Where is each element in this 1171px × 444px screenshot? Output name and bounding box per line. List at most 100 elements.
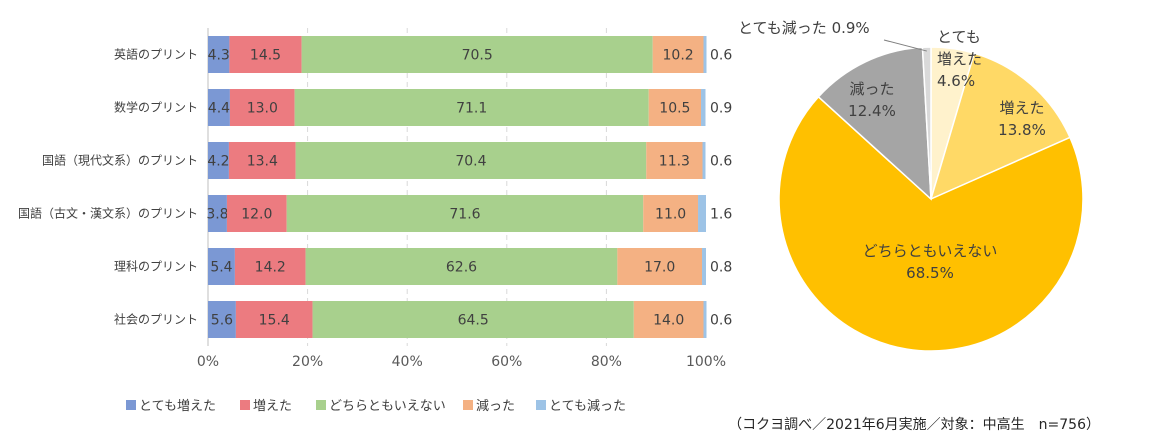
data-label: 15.4	[259, 313, 290, 329]
bar-legend: とても増えた 増えた どちらともいえない 減った とても減った	[126, 398, 626, 414]
bar-segment	[312, 301, 634, 338]
bar-segment	[208, 195, 227, 232]
x-tick-label: 60%	[491, 354, 522, 370]
pie-label: 13.8%	[998, 121, 1046, 139]
legend-label: とても増えた	[139, 399, 216, 414]
legend-swatch	[240, 400, 250, 410]
bar-segment	[229, 36, 302, 73]
data-label: 12.0	[241, 207, 272, 223]
data-label: 0.8	[710, 260, 732, 276]
data-label: 0.6	[710, 154, 732, 170]
bar-segment	[235, 301, 313, 338]
bar-segment	[226, 195, 287, 232]
pie-label: 12.4%	[848, 102, 896, 120]
pie-label: とても	[937, 28, 981, 46]
data-label: 10.2	[663, 48, 694, 64]
pie-slice	[778, 95, 1084, 352]
data-label: 10.5	[659, 101, 690, 117]
data-label: 13.0	[247, 101, 278, 117]
data-label: 70.5	[462, 48, 493, 64]
category-label: 社会のプリント	[114, 312, 198, 327]
x-tick-label: 40%	[392, 354, 423, 370]
bar-segment	[617, 248, 703, 285]
bar-segment	[702, 248, 706, 285]
data-label: 4.3	[208, 48, 230, 64]
legend-swatch	[316, 400, 326, 410]
bar-segment	[648, 89, 702, 126]
x-tick-label: 0%	[197, 354, 219, 370]
bar-segment	[234, 248, 306, 285]
category-label: 国語（古文・漢文系）のプリント	[18, 206, 198, 221]
x-tick-label: 100%	[686, 354, 726, 370]
category-label: 数学のプリント	[114, 100, 198, 115]
data-label: 1.6	[710, 207, 732, 223]
bar-segment	[703, 36, 707, 73]
pie-label: とても減った 0.9%	[738, 19, 870, 37]
data-label: 14.0	[653, 313, 684, 329]
pie-slice	[929, 52, 1071, 201]
bar-segment	[652, 36, 704, 73]
data-label: 11.0	[655, 207, 686, 223]
bar-segment	[208, 36, 230, 73]
x-tick-label: 20%	[292, 354, 323, 370]
bar-segment	[633, 301, 704, 338]
bar-segment	[646, 142, 703, 179]
legend-swatch	[536, 400, 546, 410]
pie-slice	[921, 46, 932, 200]
data-label: 0.6	[710, 313, 732, 329]
bar-segment	[286, 195, 644, 232]
data-label: 0.9	[710, 101, 732, 117]
bar-segment	[702, 142, 706, 179]
data-label: 13.4	[247, 154, 278, 170]
legend-label: どちらともいえない	[329, 399, 446, 414]
bar-segment	[208, 248, 235, 285]
data-label: 70.4	[455, 154, 486, 170]
bar-segment	[703, 301, 707, 338]
data-label: 14.2	[255, 260, 286, 276]
pie-label: 減った	[849, 80, 894, 98]
data-label: 4.4	[208, 101, 230, 117]
x-tick-label: 80%	[591, 354, 622, 370]
pie-label: 68.5%	[906, 264, 954, 282]
legend-label: とても減った	[549, 398, 626, 414]
data-label: 64.5	[458, 313, 489, 329]
legend-swatch	[126, 400, 136, 410]
legend-label: 増えた	[253, 399, 292, 414]
bar-segment	[208, 301, 236, 338]
pie-label: 増えた	[999, 99, 1044, 117]
data-label: 71.1	[456, 101, 487, 117]
bar-segment	[295, 142, 647, 179]
data-label: 3.8	[206, 207, 228, 223]
data-label: 17.0	[644, 260, 675, 276]
data-label: 14.5	[250, 48, 281, 64]
source-note: （コクヨ調べ／2021年6月実施／対象：中高生 n=756）	[728, 416, 1100, 433]
data-label: 71.6	[449, 207, 480, 223]
pie-label: 4.6%	[937, 72, 975, 90]
stacked-bar-chart: 英語のプリント 4.3 14.5 70.5 10.2 0.6 数学のプリント 4.4 13.0 7…	[18, 28, 732, 370]
category-label: 理科のプリント	[114, 260, 198, 274]
pie-label: どちらともいえない	[863, 242, 998, 260]
bar-segment	[698, 195, 706, 232]
bar-segment	[228, 142, 296, 179]
category-label: 英語のプリント	[114, 47, 198, 62]
pie-chart: とても増えた 4.6% 増えた 13.8% どちらともいえない 68.5% 減った 12.4%…	[738, 19, 1084, 352]
legend-swatch	[463, 400, 473, 410]
bar-segment	[208, 89, 230, 126]
pie-label: 増えた	[937, 50, 982, 68]
bar-segment	[643, 195, 699, 232]
bar-segment	[301, 36, 653, 73]
leader-line	[883, 39, 927, 52]
data-label: 4.2	[207, 154, 229, 170]
bar-segment	[229, 89, 295, 126]
data-label: 5.4	[210, 260, 232, 276]
bar-segment	[208, 142, 229, 179]
bar-segment	[701, 89, 706, 126]
data-label: 0.6	[710, 48, 732, 64]
data-label: 11.3	[659, 154, 690, 170]
category-label: 国語（現代文系）のプリント	[42, 153, 198, 168]
data-label: 62.6	[446, 260, 477, 276]
bar-segment	[294, 89, 649, 126]
data-label: 5.6	[211, 313, 233, 329]
